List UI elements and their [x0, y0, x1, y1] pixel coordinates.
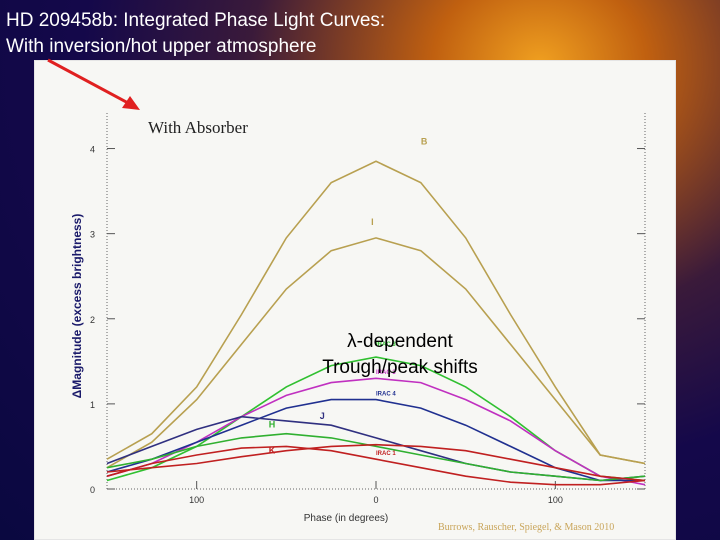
- y-tick-label: 2: [90, 315, 95, 325]
- series-label-irac-3: IRAC 3: [376, 342, 396, 348]
- y-tick-label: 0: [90, 485, 95, 495]
- x-tick-label: 0: [373, 495, 378, 505]
- series-label-b: B: [421, 136, 428, 146]
- slide-title-line1: HD 209458b: Integrated Phase Light Curve…: [6, 10, 386, 31]
- series-line-i: [106, 237, 646, 469]
- panel-title: With Absorber: [148, 118, 248, 137]
- series-label-k: K: [269, 445, 276, 455]
- y-tick-label: 3: [90, 230, 95, 240]
- series-label-h: H: [269, 420, 276, 430]
- phase-light-curve-chart: 0 1 2 3 4 100 0 100 Phase (in degrees) ΔMagnitude…: [70, 113, 646, 524]
- series-label-irac-1: IRAC 1: [376, 451, 396, 457]
- series-line-h: [106, 432, 646, 482]
- citation-credit: Burrows, Rauscher, Spiegel, & Mason 2010: [438, 522, 615, 533]
- figure-panel: 0 1 2 3 4 100 0 100 Phase (in degrees) ΔMagnitude…: [34, 60, 676, 540]
- slide-title-line2: With inversion/hot upper atmosphere: [6, 36, 317, 57]
- x-axis-label: Phase (in degrees): [304, 513, 389, 524]
- series-line-k: [106, 445, 646, 486]
- slide-title: HD 209458b: Integrated Phase Light Curve…: [6, 8, 385, 60]
- x-tick-label: 100: [548, 495, 563, 505]
- series-label-j: J: [320, 411, 325, 421]
- wavelength-annotation: λ-dependent Trough/peak shifts: [265, 329, 535, 381]
- annotation-line2: Trough/peak shifts: [322, 357, 478, 378]
- series-label-irac-3: IRAC 3: [376, 370, 396, 376]
- y-tick-label: 4: [90, 145, 95, 155]
- series-line-irac-1: [106, 443, 646, 482]
- x-tick-label: 100: [189, 495, 204, 505]
- series-line-b: [106, 160, 646, 465]
- y-tick-label: 1: [90, 400, 95, 410]
- y-axis-label: ΔMagnitude (excess brightness): [70, 214, 84, 399]
- annotation-line1: λ-dependent: [347, 331, 453, 352]
- series-label-i: I: [371, 217, 374, 227]
- series-label-irac-4: IRAC 4: [376, 391, 396, 397]
